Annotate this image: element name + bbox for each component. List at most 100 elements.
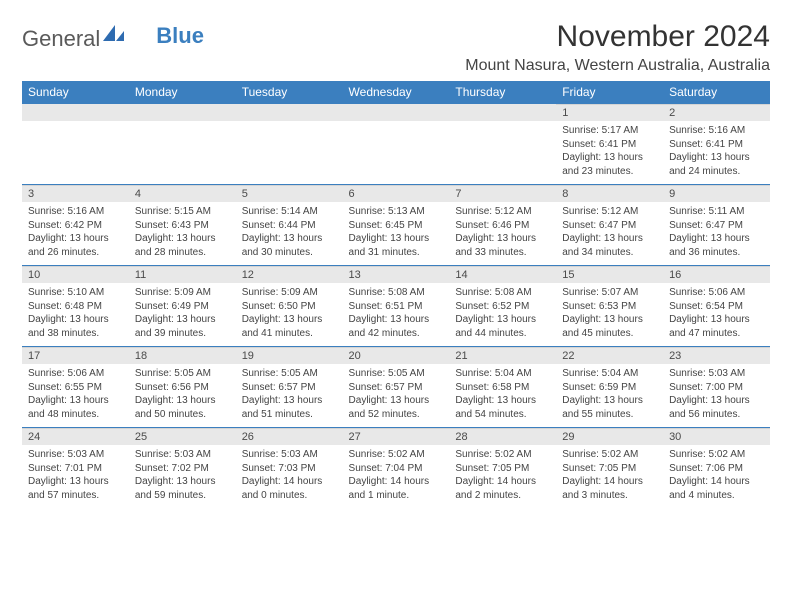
sunrise-line: Sunrise: 5:03 AM — [28, 448, 123, 462]
daylight-line: Daylight: 13 hours and 55 minutes. — [562, 394, 657, 421]
sunrise-line: Sunrise: 5:11 AM — [669, 205, 764, 219]
day-details: Sunrise: 5:14 AMSunset: 6:44 PMDaylight:… — [236, 202, 343, 265]
calendar-cell: 8Sunrise: 5:12 AMSunset: 6:47 PMDaylight… — [556, 185, 663, 266]
sunrise-line: Sunrise: 5:06 AM — [28, 367, 123, 381]
calendar-cell: 12Sunrise: 5:09 AMSunset: 6:50 PMDayligh… — [236, 266, 343, 347]
logo-word-1: General — [22, 26, 100, 52]
day-number: 16 — [663, 266, 770, 283]
calendar-cell: 9Sunrise: 5:11 AMSunset: 6:47 PMDaylight… — [663, 185, 770, 266]
sunset-line: Sunset: 7:04 PM — [349, 462, 444, 476]
calendar-cell: 27Sunrise: 5:02 AMSunset: 7:04 PMDayligh… — [343, 428, 450, 509]
day-number: 30 — [663, 428, 770, 445]
sunset-line: Sunset: 6:53 PM — [562, 300, 657, 314]
day-details: Sunrise: 5:04 AMSunset: 6:59 PMDaylight:… — [556, 364, 663, 427]
daylight-line: Daylight: 13 hours and 42 minutes. — [349, 313, 444, 340]
sunset-line: Sunset: 6:45 PM — [349, 219, 444, 233]
weekday-header: Saturday — [663, 81, 770, 104]
day-details: Sunrise: 5:06 AMSunset: 6:54 PMDaylight:… — [663, 283, 770, 346]
sunrise-line: Sunrise: 5:03 AM — [669, 367, 764, 381]
day-details: Sunrise: 5:03 AMSunset: 7:03 PMDaylight:… — [236, 445, 343, 508]
day-number: 11 — [129, 266, 236, 283]
day-details: Sunrise: 5:08 AMSunset: 6:52 PMDaylight:… — [449, 283, 556, 346]
sunset-line: Sunset: 6:57 PM — [242, 381, 337, 395]
calendar-row: 24Sunrise: 5:03 AMSunset: 7:01 PMDayligh… — [22, 428, 770, 509]
calendar-cell: 7Sunrise: 5:12 AMSunset: 6:46 PMDaylight… — [449, 185, 556, 266]
sunrise-line: Sunrise: 5:03 AM — [135, 448, 230, 462]
daylight-line: Daylight: 13 hours and 24 minutes. — [669, 151, 764, 178]
daylight-line: Daylight: 13 hours and 52 minutes. — [349, 394, 444, 421]
day-details: Sunrise: 5:02 AMSunset: 7:04 PMDaylight:… — [343, 445, 450, 508]
calendar-cell: 23Sunrise: 5:03 AMSunset: 7:00 PMDayligh… — [663, 347, 770, 428]
day-details: Sunrise: 5:16 AMSunset: 6:41 PMDaylight:… — [663, 121, 770, 184]
sunset-line: Sunset: 6:59 PM — [562, 381, 657, 395]
day-number: 23 — [663, 347, 770, 364]
sunset-line: Sunset: 6:41 PM — [669, 138, 764, 152]
sunset-line: Sunset: 7:06 PM — [669, 462, 764, 476]
calendar-cell: 28Sunrise: 5:02 AMSunset: 7:05 PMDayligh… — [449, 428, 556, 509]
daylight-line: Daylight: 14 hours and 0 minutes. — [242, 475, 337, 502]
day-number: 17 — [22, 347, 129, 364]
calendar-cell: 3Sunrise: 5:16 AMSunset: 6:42 PMDaylight… — [22, 185, 129, 266]
sunrise-line: Sunrise: 5:15 AM — [135, 205, 230, 219]
day-details: Sunrise: 5:09 AMSunset: 6:50 PMDaylight:… — [236, 283, 343, 346]
calendar-cell: 24Sunrise: 5:03 AMSunset: 7:01 PMDayligh… — [22, 428, 129, 509]
calendar-cell: 19Sunrise: 5:05 AMSunset: 6:57 PMDayligh… — [236, 347, 343, 428]
daylight-line: Daylight: 13 hours and 57 minutes. — [28, 475, 123, 502]
daylight-line: Daylight: 13 hours and 56 minutes. — [669, 394, 764, 421]
calendar-row: 1Sunrise: 5:17 AMSunset: 6:41 PMDaylight… — [22, 104, 770, 185]
day-number: 22 — [556, 347, 663, 364]
sunset-line: Sunset: 7:02 PM — [135, 462, 230, 476]
calendar-cell — [343, 104, 450, 185]
day-number: 13 — [343, 266, 450, 283]
daylight-line: Daylight: 13 hours and 45 minutes. — [562, 313, 657, 340]
sunset-line: Sunset: 6:58 PM — [455, 381, 550, 395]
weekday-header: Wednesday — [343, 81, 450, 104]
sunrise-line: Sunrise: 5:12 AM — [455, 205, 550, 219]
day-details: Sunrise: 5:06 AMSunset: 6:55 PMDaylight:… — [22, 364, 129, 427]
day-number: 10 — [22, 266, 129, 283]
sunset-line: Sunset: 6:46 PM — [455, 219, 550, 233]
sunset-line: Sunset: 7:05 PM — [455, 462, 550, 476]
day-details: Sunrise: 5:12 AMSunset: 6:46 PMDaylight:… — [449, 202, 556, 265]
sunset-line: Sunset: 6:41 PM — [562, 138, 657, 152]
day-details: Sunrise: 5:17 AMSunset: 6:41 PMDaylight:… — [556, 121, 663, 184]
sunset-line: Sunset: 6:49 PM — [135, 300, 230, 314]
day-details: Sunrise: 5:09 AMSunset: 6:49 PMDaylight:… — [129, 283, 236, 346]
calendar-cell: 13Sunrise: 5:08 AMSunset: 6:51 PMDayligh… — [343, 266, 450, 347]
calendar-cell: 29Sunrise: 5:02 AMSunset: 7:05 PMDayligh… — [556, 428, 663, 509]
day-number: 19 — [236, 347, 343, 364]
day-number: 6 — [343, 185, 450, 202]
sunset-line: Sunset: 6:56 PM — [135, 381, 230, 395]
day-number: 3 — [22, 185, 129, 202]
day-details: Sunrise: 5:16 AMSunset: 6:42 PMDaylight:… — [22, 202, 129, 265]
weekday-header: Monday — [129, 81, 236, 104]
sunrise-line: Sunrise: 5:02 AM — [349, 448, 444, 462]
day-number: 25 — [129, 428, 236, 445]
calendar-row: 17Sunrise: 5:06 AMSunset: 6:55 PMDayligh… — [22, 347, 770, 428]
sunrise-line: Sunrise: 5:09 AM — [242, 286, 337, 300]
sunrise-line: Sunrise: 5:02 AM — [669, 448, 764, 462]
calendar-body: 1Sunrise: 5:17 AMSunset: 6:41 PMDaylight… — [22, 104, 770, 509]
day-details: Sunrise: 5:11 AMSunset: 6:47 PMDaylight:… — [663, 202, 770, 265]
calendar-cell: 15Sunrise: 5:07 AMSunset: 6:53 PMDayligh… — [556, 266, 663, 347]
daylight-line: Daylight: 13 hours and 44 minutes. — [455, 313, 550, 340]
sunset-line: Sunset: 6:55 PM — [28, 381, 123, 395]
day-details: Sunrise: 5:02 AMSunset: 7:06 PMDaylight:… — [663, 445, 770, 508]
calendar-cell: 30Sunrise: 5:02 AMSunset: 7:06 PMDayligh… — [663, 428, 770, 509]
day-number: 2 — [663, 104, 770, 121]
daylight-line: Daylight: 13 hours and 28 minutes. — [135, 232, 230, 259]
day-number: 1 — [556, 104, 663, 121]
sunrise-line: Sunrise: 5:17 AM — [562, 124, 657, 138]
sunset-line: Sunset: 7:01 PM — [28, 462, 123, 476]
sunrise-line: Sunrise: 5:05 AM — [135, 367, 230, 381]
day-details: Sunrise: 5:03 AMSunset: 7:02 PMDaylight:… — [129, 445, 236, 508]
day-details: Sunrise: 5:05 AMSunset: 6:56 PMDaylight:… — [129, 364, 236, 427]
sunrise-line: Sunrise: 5:04 AM — [562, 367, 657, 381]
day-details: Sunrise: 5:02 AMSunset: 7:05 PMDaylight:… — [556, 445, 663, 508]
day-number: 21 — [449, 347, 556, 364]
location-subtitle: Mount Nasura, Western Australia, Austral… — [465, 57, 770, 75]
calendar-cell: 6Sunrise: 5:13 AMSunset: 6:45 PMDaylight… — [343, 185, 450, 266]
sunrise-line: Sunrise: 5:05 AM — [242, 367, 337, 381]
weekday-header: Thursday — [449, 81, 556, 104]
sunrise-line: Sunrise: 5:13 AM — [349, 205, 444, 219]
